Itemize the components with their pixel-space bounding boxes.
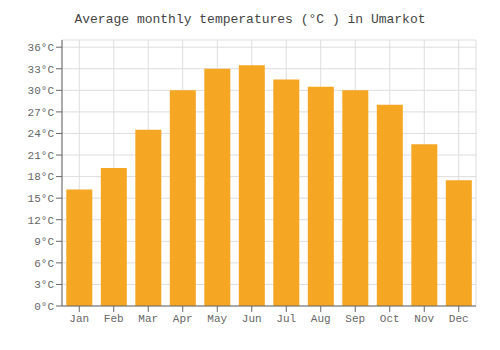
svg-text:9°C: 9°C <box>34 236 54 248</box>
html-text:Average monthly temperatures (: Average monthly temperatures (°C ) in Um… <box>74 12 426 27</box>
svg-text:Apr: Apr <box>173 313 193 325</box>
svg-text:Dec: Dec <box>449 313 469 325</box>
svg-text:Jun: Jun <box>242 313 262 325</box>
svg-text:36°C: 36°C <box>28 42 55 54</box>
svg-text:30°C: 30°C <box>28 85 55 97</box>
svg-text:24°C: 24°C <box>28 128 55 140</box>
svg-text:Nov: Nov <box>414 313 434 325</box>
svg-text:12°C: 12°C <box>28 215 55 227</box>
svg-text:18°C: 18°C <box>28 171 55 183</box>
svg-text:Feb: Feb <box>104 313 124 325</box>
svg-text:6°C: 6°C <box>34 258 54 270</box>
svg-text:21°C: 21°C <box>28 150 55 162</box>
svg-text:27°C: 27°C <box>28 107 55 119</box>
svg-text:Jul: Jul <box>276 313 296 325</box>
svg-text:3°C: 3°C <box>34 279 54 291</box>
svg-text:15°C: 15°C <box>28 193 55 205</box>
svg-text:Aug: Aug <box>311 313 331 325</box>
svg-text:0°C: 0°C <box>34 301 54 313</box>
svg-text:33°C: 33°C <box>28 64 55 76</box>
svg-text:Jan: Jan <box>69 313 89 325</box>
svg-text:May: May <box>207 313 227 325</box>
svg-text:Oct: Oct <box>380 313 400 325</box>
svg-text:Mar: Mar <box>138 313 158 325</box>
svg-text:Sep: Sep <box>345 313 365 325</box>
